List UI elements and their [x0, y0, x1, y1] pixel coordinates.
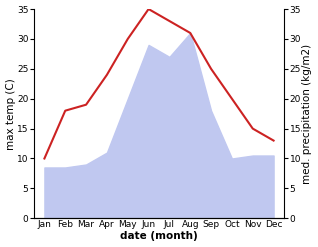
X-axis label: date (month): date (month)	[120, 231, 198, 242]
Y-axis label: max temp (C): max temp (C)	[5, 78, 16, 149]
Y-axis label: med. precipitation (kg/m2): med. precipitation (kg/m2)	[302, 44, 313, 184]
